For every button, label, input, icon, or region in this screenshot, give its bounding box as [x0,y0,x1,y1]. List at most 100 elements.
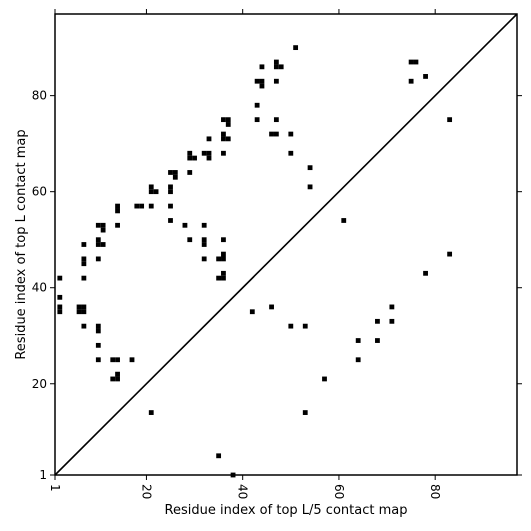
contact-point [187,155,193,161]
contact-point [221,150,226,156]
contact-point [225,117,231,123]
contact-point [134,203,140,209]
contact-point [201,150,207,156]
contact-point [341,218,347,223]
contact-point [322,376,327,382]
contact-point [192,155,197,161]
y-tick-label: 20 [32,377,47,391]
contact-point [216,453,222,459]
contact-point [115,222,120,228]
contact-point [201,237,207,243]
contact-point [221,237,226,243]
contact-point [95,323,101,329]
contact-points [57,45,453,478]
contact-point [273,59,279,65]
contact-point [168,189,173,195]
x-axis-label: Residue index of top L/5 contact map [165,503,408,518]
contact-point [95,222,101,228]
contact-point [259,64,265,70]
contact-point [81,256,87,262]
contact-point [95,357,101,363]
contact-point [389,304,395,310]
contact-point [221,131,226,137]
contact-point [221,256,226,262]
contact-point [110,357,116,363]
contact-point [201,256,207,262]
y-tick-label: 40 [32,281,47,295]
contact-point [221,117,226,123]
y-tick-label: 60 [32,185,47,199]
y-tick-label: 1 [39,468,47,482]
plot-frame [54,13,518,476]
contact-point [216,275,222,281]
contact-point [57,294,63,300]
contact-point [216,256,222,262]
contact-point [389,318,395,324]
contact-point [95,328,101,334]
contact-point [302,410,308,415]
contact-point [273,131,279,137]
contact-point [254,117,260,123]
contact-point [187,150,193,156]
contact-point [115,371,120,377]
contact-point [307,184,313,190]
x-axis-ticks: 1 20 40 60 80 [48,9,442,499]
contact-point [148,203,154,209]
contact-point [57,304,63,310]
contact-point [182,222,188,228]
contact-point [172,174,178,180]
contact-point [225,136,231,142]
contact-point [168,184,173,190]
contact-point [249,309,255,315]
contact-point [76,309,82,315]
contact-point [100,227,106,233]
contact-point [187,170,193,175]
contact-point [57,275,63,281]
contact-point [81,261,87,267]
contact-point [139,203,145,209]
contact-point [115,357,120,363]
contact-point [375,318,380,324]
contact-point [115,208,120,214]
x-tick-label: 1 [48,484,62,492]
contact-point [81,242,87,247]
contact-point [413,59,419,65]
contact-point [95,237,101,243]
contact-point [148,189,154,195]
contact-point [302,323,308,329]
contact-point [278,64,284,70]
contact-point [273,117,279,123]
contact-point [288,131,294,137]
contact-point [355,357,361,363]
contact-point [408,59,414,65]
y-axis-label: Residue index of top L contact map [14,129,29,359]
contact-point [81,323,87,329]
contact-point [447,251,453,257]
contact-point [201,242,207,247]
contact-point [115,203,120,209]
contact-point [206,136,212,142]
contact-point [269,304,274,310]
contact-point [293,45,299,51]
contact-point [76,304,82,310]
contact-point [221,275,226,281]
contact-point [110,376,116,382]
y-tick-label: 80 [32,89,47,103]
contact-point [57,309,63,315]
x-tick-label: 80 [428,484,442,499]
contact-point [81,304,87,310]
contact-point [447,117,453,123]
contact-point [423,270,428,276]
contact-point [288,323,294,329]
contact-point [95,242,101,247]
contact-point [115,376,120,382]
contact-point [187,237,193,243]
contact-point [269,131,274,137]
contact-point [95,256,101,262]
contact-point [81,275,87,281]
contact-point [168,170,173,175]
contact-point [129,357,135,363]
contact-point [254,78,260,84]
contact-point [273,78,279,84]
